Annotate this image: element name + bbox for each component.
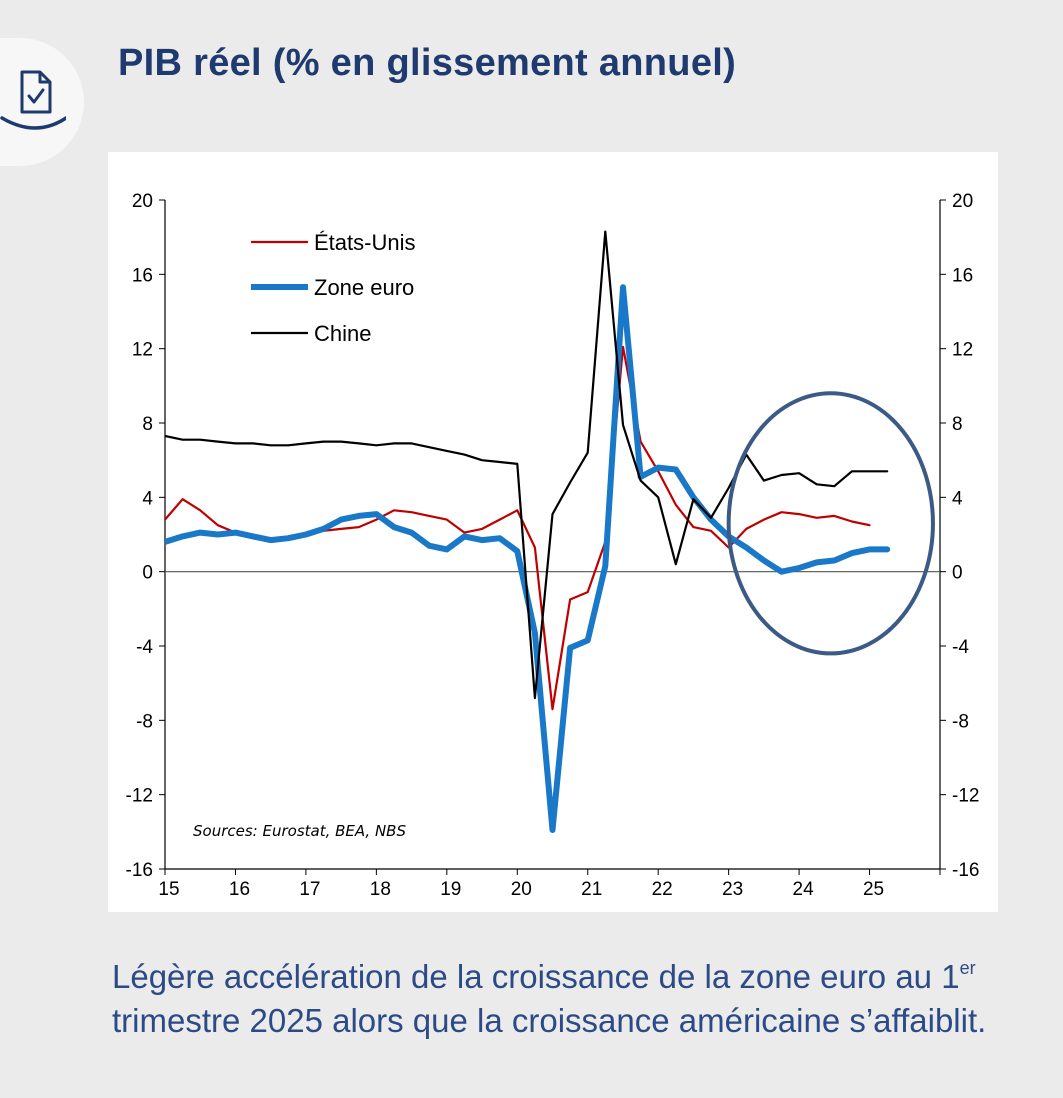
y-tick-label-left: -8 bbox=[136, 711, 153, 732]
y-tick-label-left: 12 bbox=[132, 340, 153, 361]
y-tick-label-left: 4 bbox=[142, 488, 153, 509]
y-tick-label-right: -12 bbox=[952, 786, 979, 807]
legend-label: États-Unis bbox=[314, 230, 415, 255]
highlight-circle bbox=[726, 391, 935, 656]
series-line-etats-unis bbox=[165, 345, 871, 711]
x-tick-label: 25 bbox=[863, 879, 884, 900]
x-tick-label: 23 bbox=[722, 879, 743, 900]
y-tick-label-right: 20 bbox=[952, 191, 973, 212]
y-tick-label-left: 8 bbox=[142, 414, 153, 435]
chart-panel: -16 -16 -12 -12 -8 -8 -4 -4 0 0 4 4 8 8 12 12 16 16 20 20 15… bbox=[108, 152, 998, 912]
y-tick-label-right: 12 bbox=[952, 340, 973, 361]
y-tick-label-right: -4 bbox=[952, 637, 969, 658]
badge bbox=[0, 38, 84, 166]
legend-label: Chine bbox=[314, 321, 371, 346]
legend-label: Zone euro bbox=[314, 275, 414, 300]
y-tick-label-right: 16 bbox=[952, 265, 973, 286]
caption-superscript: er bbox=[959, 958, 976, 978]
x-tick-label: 21 bbox=[581, 879, 602, 900]
source-note: Sources: Eurostat, BEA, NBS bbox=[193, 822, 406, 840]
y-tick-label-right: -8 bbox=[952, 711, 969, 732]
y-tick-label-left: 0 bbox=[142, 563, 153, 584]
y-tick-label-right: 8 bbox=[952, 414, 963, 435]
y-tick-label-left: -16 bbox=[126, 860, 153, 881]
x-tick-label: 15 bbox=[158, 879, 179, 900]
caption-text-1: Légère accélération de la croissance de … bbox=[112, 958, 960, 995]
checklist-document-icon bbox=[0, 70, 66, 130]
series-line-chine bbox=[165, 230, 889, 700]
y-tick-label-right: 4 bbox=[952, 488, 963, 509]
y-tick-label-right: -16 bbox=[952, 860, 979, 881]
caption-text-2: trimestre 2025 alors que la croissance a… bbox=[112, 1002, 987, 1039]
gdp-line-chart: -16 -16 -12 -12 -8 -8 -4 -4 0 0 4 4 8 8 12 12 16 16 20 20 15… bbox=[126, 191, 980, 900]
caption: Légère accélération de la croissance de … bbox=[112, 955, 1012, 1043]
y-tick-label-left: 16 bbox=[132, 265, 153, 286]
y-tick-label-left: -12 bbox=[126, 786, 153, 807]
series-line-zone-euro bbox=[165, 284, 891, 833]
x-tick-label: 19 bbox=[440, 879, 461, 900]
page-title: PIB réel (% en glissement annuel) bbox=[118, 42, 737, 84]
y-tick-label-left: -4 bbox=[136, 637, 153, 658]
x-tick-label: 17 bbox=[299, 879, 320, 900]
x-tick-label: 24 bbox=[793, 879, 815, 900]
x-tick-label: 18 bbox=[370, 879, 391, 900]
x-tick-label: 22 bbox=[652, 879, 673, 900]
y-tick-label-left: 20 bbox=[132, 191, 153, 212]
x-tick-label: 20 bbox=[511, 879, 532, 900]
y-tick-label-right: 0 bbox=[952, 563, 963, 584]
x-tick-label: 16 bbox=[229, 879, 250, 900]
